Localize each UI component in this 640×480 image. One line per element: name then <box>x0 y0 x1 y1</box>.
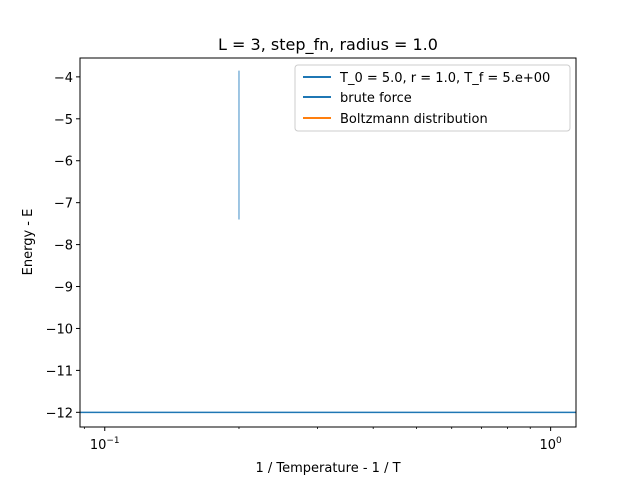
y-tick-label: −5 <box>54 113 73 128</box>
x-tick-label: 10−1 <box>90 436 120 453</box>
series-layer <box>80 70 576 414</box>
y-tick-label: −8 <box>54 239 73 254</box>
y-axis-ticks: −4 −5 −6 −7 −8 −9 −10 −11 −12 <box>46 71 80 421</box>
y-tick-label: −7 <box>54 197 73 212</box>
y-tick-label: −4 <box>54 71 73 86</box>
y-tick-label: −10 <box>46 322 73 337</box>
legend-label-boltzmann: Boltzmann distribution <box>340 112 488 127</box>
y-axis-label: Energy - E <box>21 209 36 276</box>
legend-label-anneal: T_0 = 5.0, r = 1.0, T_f = 5.e+00 <box>339 71 550 86</box>
y-tick-label: −12 <box>46 406 73 421</box>
legend: T_0 = 5.0, r = 1.0, T_f = 5.e+00 brute f… <box>294 64 571 132</box>
y-tick-label: −9 <box>54 281 73 296</box>
x-tick-label: 100 <box>539 436 562 453</box>
x-axis-label: 1 / Temperature - 1 / T <box>255 461 400 476</box>
legend-label-brute-force: brute force <box>340 91 412 106</box>
y-tick-label: −6 <box>54 155 73 170</box>
y-tick-label: −11 <box>46 364 73 379</box>
axes-frame <box>79 57 577 428</box>
legend-box <box>294 64 571 132</box>
chart-title: L = 3, step_fn, radius = 1.0 <box>218 35 438 55</box>
